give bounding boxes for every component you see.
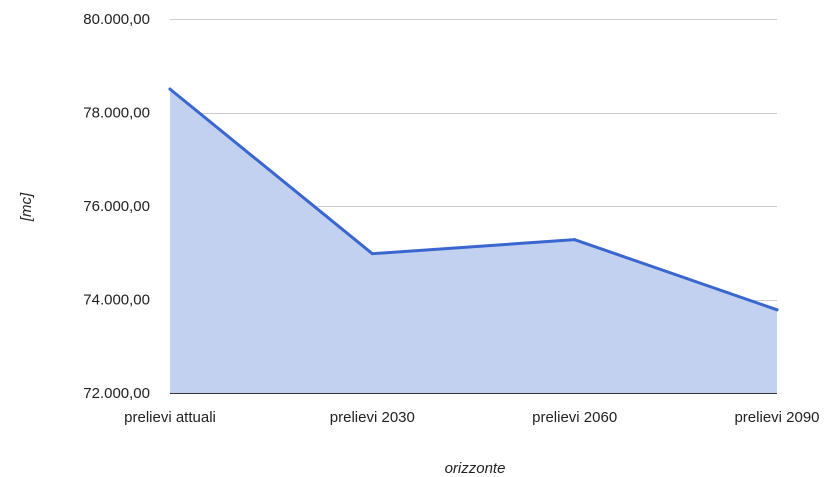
y-tick-label: 72.000,00: [83, 385, 150, 402]
y-tick-label: 76.000,00: [83, 198, 150, 215]
data-point: [168, 87, 172, 91]
x-tick-label: prelievi attuali: [124, 409, 216, 426]
x-tick-label: prelievi 2030: [330, 409, 415, 426]
y-tick-label: 80.000,00: [83, 11, 150, 28]
x-tick-label: prelievi 2060: [532, 409, 617, 426]
x-axis-title: orizzonte: [445, 460, 506, 477]
data-point: [370, 252, 374, 256]
area-layer: [170, 89, 777, 393]
series-line: [168, 87, 779, 312]
x-tick-label: prelievi 2090: [734, 409, 819, 426]
x-tick-labels: prelievi attuali prelievi 2030 prelievi 20…: [124, 409, 819, 426]
y-tick-label: 74.000,00: [83, 292, 150, 309]
y-tick-labels: 72.000,00 74.000,00 76.000,00 78.000,00 80.0…: [83, 11, 150, 402]
line-layer: [168, 87, 779, 312]
series-area: [170, 89, 777, 393]
y-axis-title: [mc]: [18, 192, 35, 222]
data-point: [775, 308, 779, 312]
data-point: [573, 238, 577, 242]
y-tick-label: 78.000,00: [83, 105, 150, 122]
